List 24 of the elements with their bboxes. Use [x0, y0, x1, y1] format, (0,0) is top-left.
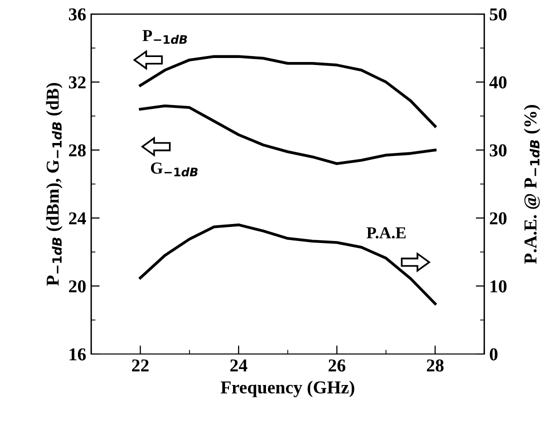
y-tick-label: 36	[68, 8, 86, 20]
y2-tick-label: 20	[490, 212, 507, 224]
line-series	[138, 55, 437, 128]
y-tick-label: 20	[69, 280, 86, 292]
y2-tick-label: 40	[489, 76, 507, 88]
x-tick-label: 22	[132, 359, 149, 372]
y2-tick-label: 10	[490, 280, 507, 292]
y-tick-label: 32	[68, 76, 86, 88]
legend-label: G$_{−1dB}$	[150, 162, 198, 176]
series-label: P.A.E	[366, 227, 406, 239]
line-series	[138, 223, 437, 306]
y-axis-title: P$_{−1dB}$ (dBm), G$_{−1dB}$ (dB)	[46, 82, 62, 286]
x-tick-label: 26	[328, 359, 346, 372]
y-tick-label: 24	[69, 212, 86, 224]
y2-tick-label: 0	[490, 348, 498, 360]
y-tick-label: 16	[70, 348, 86, 360]
y2-tick-label: 50	[490, 8, 507, 20]
y-tick-label: 28	[69, 144, 86, 156]
x-axis-title: Frequency (GHz)	[220, 380, 354, 398]
series-label: P$_{−1dB}$	[142, 30, 188, 44]
y2-axis-title: P.A.E. @ P$_{−1dB}$ (%)	[524, 104, 540, 264]
y2-tick-label: 30	[490, 144, 507, 156]
x-tick-label: 24	[230, 359, 248, 372]
x-tick-label: 28	[426, 359, 444, 372]
